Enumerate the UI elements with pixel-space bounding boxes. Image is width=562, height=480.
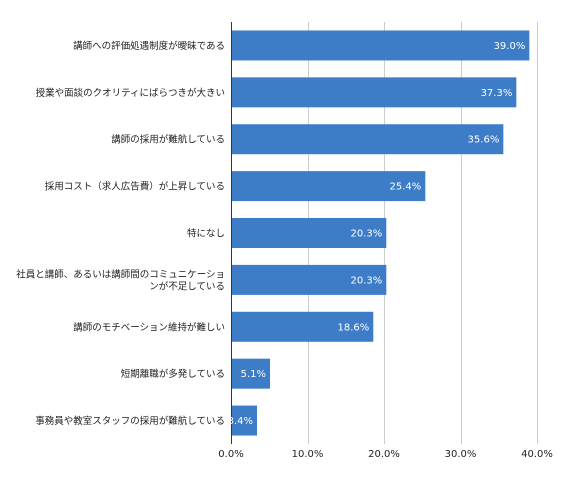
- category-label: 講師の採用が難航している: [111, 134, 225, 146]
- x-tick-label: 30.0%: [445, 449, 477, 460]
- x-axis-ticks: 0.0% 10.0% 20.0% 30.0% 40.0%: [218, 449, 553, 460]
- data-label: 3.4%: [228, 416, 253, 427]
- category-label: 採用コスト（求人広告費）が上昇している: [45, 181, 225, 193]
- bar: [232, 171, 426, 202]
- category-label: 講師への評価処遇制度が曖昧である: [73, 40, 225, 52]
- bar: [232, 30, 530, 61]
- x-tick-label: 40.0%: [521, 449, 553, 460]
- bar: [232, 77, 517, 108]
- category-label: 短期離職が多発している: [121, 368, 225, 380]
- category-label: 社員と講師、あるいは講師間のコミュニケーショ: [16, 268, 225, 280]
- bar: [232, 358, 271, 389]
- x-tick-label: 20.0%: [368, 449, 400, 460]
- x-tick-label: 0.0%: [218, 449, 243, 460]
- category-label: 特になし: [187, 228, 225, 240]
- data-labels: 39.0% 37.3% 35.6% 25.4% 20.3% 20.3% 18.6% 5.1% 3…: [228, 41, 526, 427]
- bar: [232, 264, 387, 295]
- bar: [232, 405, 258, 436]
- x-tick-label: 10.0%: [292, 449, 324, 460]
- category-label: ンが不足している: [149, 280, 225, 292]
- data-label: 20.3%: [351, 229, 383, 240]
- data-label: 20.3%: [351, 275, 383, 286]
- bars: [232, 30, 530, 436]
- data-label: 37.3%: [481, 88, 513, 99]
- data-label: 5.1%: [241, 369, 266, 380]
- category-label: 授業や面談のクオリティにばらつきが大きい: [36, 87, 225, 99]
- bar: [232, 311, 374, 342]
- data-label: 25.4%: [390, 182, 422, 193]
- data-label: 39.0%: [494, 41, 526, 52]
- data-label: 18.6%: [338, 322, 370, 333]
- category-label: 講師のモチベーション維持が難しい: [73, 321, 225, 333]
- category-labels: 講師への評価処遇制度が曖昧である授業や面談のクオリティにばらつきが大きい講師の採…: [16, 40, 225, 427]
- category-label: 事務員や教室スタッフの採用が難航している: [35, 415, 225, 427]
- bar: [232, 218, 387, 248]
- data-label: 35.6%: [468, 135, 500, 146]
- bar: [232, 124, 504, 155]
